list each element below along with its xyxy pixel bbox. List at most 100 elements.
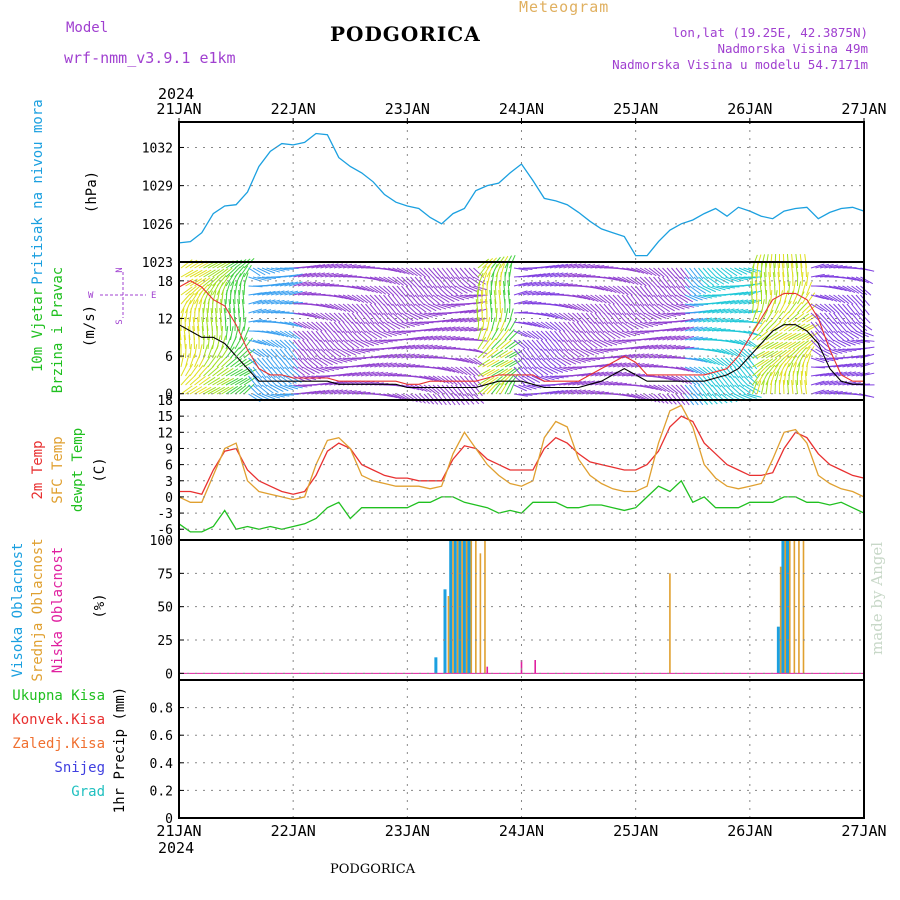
wind-barb xyxy=(837,285,851,293)
wind-barb xyxy=(540,292,555,296)
wind-barb xyxy=(509,318,518,332)
wind-barb xyxy=(702,294,717,298)
wind-barb xyxy=(423,327,438,332)
wind-barb xyxy=(693,384,704,397)
wind-barb xyxy=(428,276,438,289)
precip-ytick-label: 0 xyxy=(165,812,173,827)
wind-barb xyxy=(648,365,663,368)
wind-barb xyxy=(603,330,616,340)
wind-barb xyxy=(185,374,196,386)
wind-barb xyxy=(234,336,243,350)
wind-barb xyxy=(698,384,708,397)
wind-barb xyxy=(522,301,537,305)
wind-barb xyxy=(239,281,242,296)
wind-barb xyxy=(432,335,447,341)
wind-barb xyxy=(563,272,578,278)
wind-barb xyxy=(243,280,246,296)
wind-barb xyxy=(284,330,297,340)
wind-barb xyxy=(252,291,267,296)
temperature-ytick-label: 9 xyxy=(165,442,173,457)
wind-barb xyxy=(536,272,551,278)
wind-barb xyxy=(212,367,224,377)
wind-barb xyxy=(518,300,533,305)
wind-barb xyxy=(342,357,357,361)
wind-barb xyxy=(459,317,474,323)
wind-barb xyxy=(761,365,772,377)
wind-barb xyxy=(387,373,402,377)
wind-barb xyxy=(224,316,227,332)
wind-barb xyxy=(405,303,417,314)
wind-barb xyxy=(747,357,758,370)
wind-barb xyxy=(635,294,645,307)
wind-barb xyxy=(576,348,590,357)
wind-barb xyxy=(383,372,398,377)
wind-barb xyxy=(275,290,290,296)
wind-barb xyxy=(806,272,809,287)
wind-barb xyxy=(468,366,480,377)
wind-barb xyxy=(383,267,398,273)
wind-barb xyxy=(846,285,860,294)
wind-barb xyxy=(275,300,290,305)
wind-barb xyxy=(755,272,758,287)
wind-barb xyxy=(419,335,434,341)
wind-barb xyxy=(819,390,834,395)
wind-barb xyxy=(536,330,548,341)
wind-barb xyxy=(653,312,667,319)
wind-barb xyxy=(243,257,255,269)
wind-barb xyxy=(666,285,677,297)
wind-barb xyxy=(455,317,470,323)
wind-barb xyxy=(225,385,239,395)
wind-barb xyxy=(603,285,617,294)
wind-barb xyxy=(738,299,753,305)
precip-ytick-label: 0.6 xyxy=(150,729,173,744)
wind-barb xyxy=(545,281,560,287)
footer-location: PODGORICA xyxy=(330,862,416,877)
wind-barb xyxy=(837,363,852,368)
wind-barb xyxy=(387,303,398,316)
wind-barb xyxy=(387,362,402,368)
wind-barb xyxy=(261,348,273,359)
wind-barb xyxy=(491,272,495,287)
wind-barb xyxy=(734,384,746,395)
wind-barb xyxy=(639,363,654,368)
wind-barb xyxy=(783,362,790,377)
wind-barb xyxy=(738,276,753,280)
wind-barb xyxy=(828,339,842,349)
wind-barb xyxy=(635,303,646,315)
wind-barb xyxy=(549,375,564,379)
wind-barb xyxy=(230,377,243,386)
wind-barb xyxy=(779,311,790,323)
wind-barb xyxy=(590,303,601,315)
wind-barb xyxy=(342,348,356,356)
wind-barb xyxy=(342,294,356,302)
wind-barb xyxy=(232,299,236,314)
wind-barb xyxy=(482,337,492,350)
wind-barb xyxy=(428,303,442,311)
wind-barb xyxy=(558,381,573,386)
wind-barb xyxy=(392,312,404,323)
wind-barb xyxy=(819,372,834,377)
wind-barb xyxy=(369,294,381,306)
wind-barb xyxy=(392,345,407,350)
wind-barb xyxy=(626,362,641,368)
wind-barb xyxy=(401,384,416,390)
wind-barb xyxy=(189,308,192,323)
wind-barb xyxy=(833,330,845,341)
wind-barb xyxy=(329,263,344,269)
wind-barb xyxy=(414,294,425,306)
wind-barb xyxy=(360,348,375,352)
wind-barb xyxy=(734,366,744,379)
wind-barb xyxy=(365,339,379,346)
wind-barb xyxy=(486,383,497,395)
wind-barb xyxy=(563,389,578,395)
wind-barb xyxy=(599,294,611,305)
wind-barb xyxy=(405,336,420,341)
wind-barb xyxy=(270,348,282,360)
wind-barb xyxy=(315,303,330,309)
wind-barb xyxy=(608,303,618,316)
wind-barb xyxy=(716,357,729,367)
wind-barb xyxy=(702,384,713,397)
wind-barb xyxy=(432,366,447,371)
wind-barb xyxy=(824,303,836,314)
wind-barb xyxy=(855,321,868,332)
